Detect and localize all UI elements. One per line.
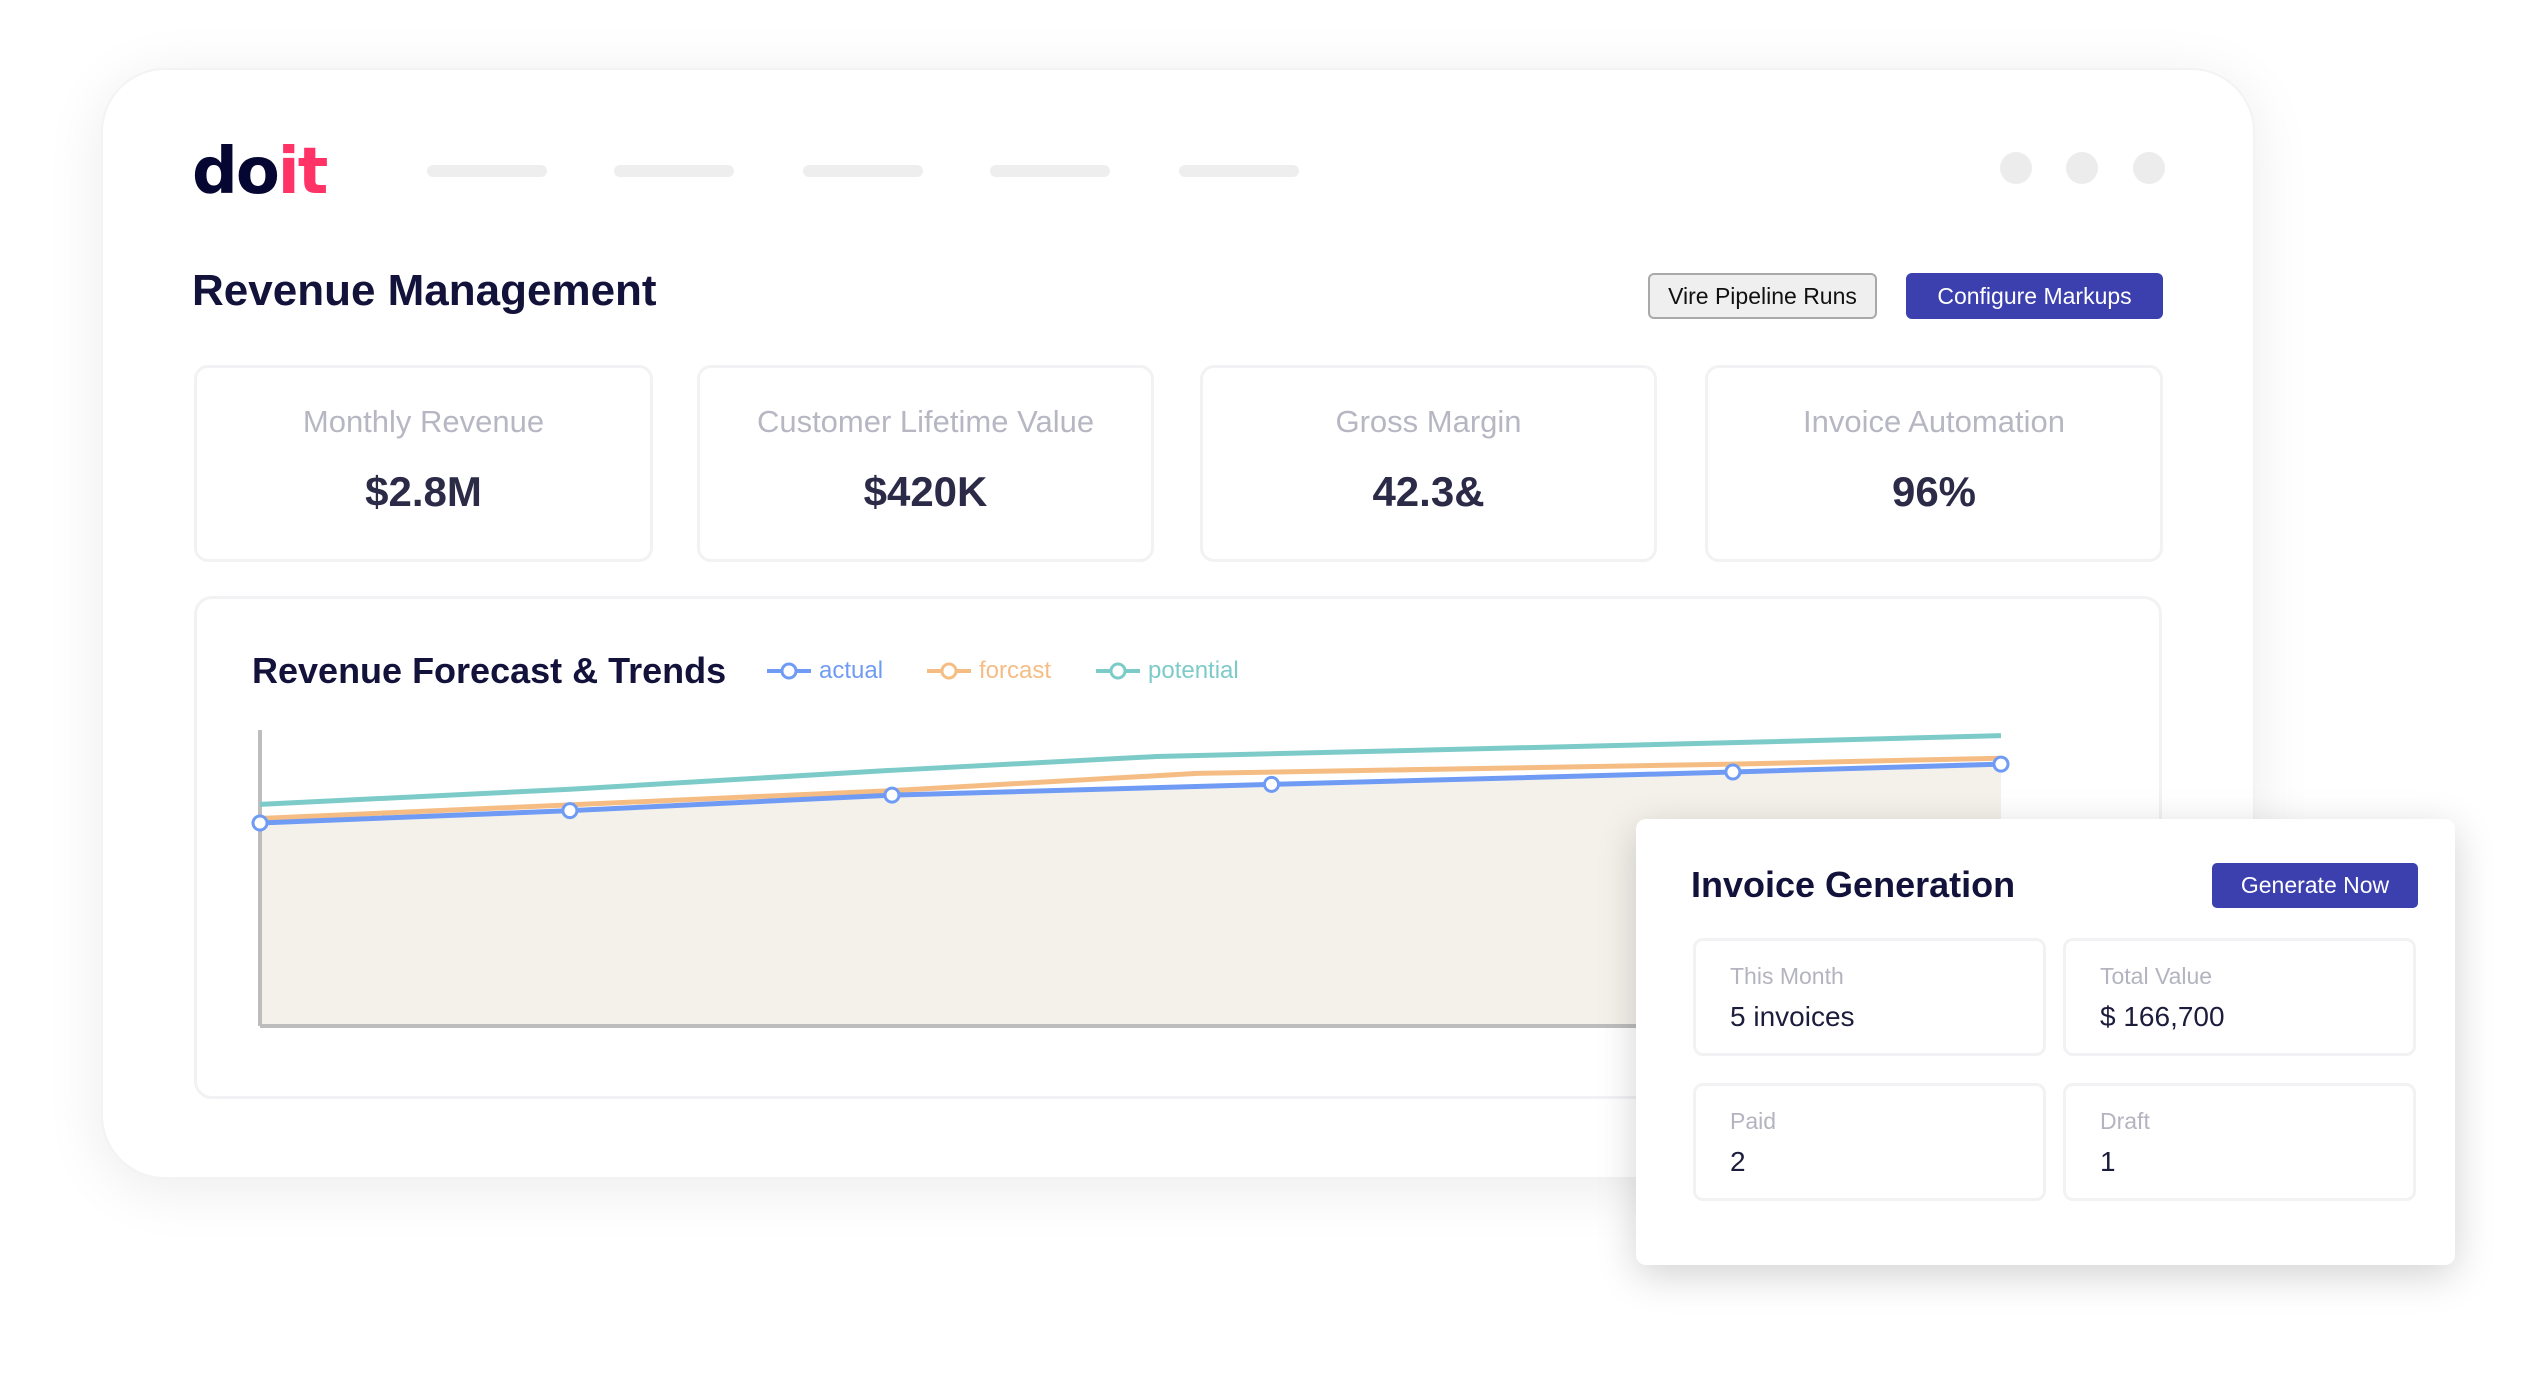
stat-value: 96% xyxy=(1891,468,1977,515)
generate-now-button[interactable]: Generate Now xyxy=(2212,863,2418,908)
data-point-actual xyxy=(1992,755,2010,773)
legend-marker-icon xyxy=(1096,662,1140,680)
window-dot-1[interactable] xyxy=(2000,152,2032,184)
card-label: This Month xyxy=(1730,963,1844,989)
invoice-generation-panel: Invoice Generation Generate Now This Mon… xyxy=(1636,819,2455,1265)
area-fill xyxy=(260,764,2001,1026)
data-point-actual xyxy=(1724,763,1742,781)
stat-card-monthly-revenue: Monthly Revenue $2.8M xyxy=(194,365,653,562)
legend-label: forcast xyxy=(979,657,1052,684)
legend-forcast[interactable]: forcast xyxy=(927,657,1051,685)
legend-marker-icon xyxy=(767,662,811,680)
nav-placeholder-5[interactable] xyxy=(1179,165,1299,177)
nav-placeholder-1[interactable] xyxy=(427,165,547,177)
stat-label: Gross Margin xyxy=(1335,404,1522,439)
page-title: Revenue Management xyxy=(192,266,657,315)
series-line-forcast xyxy=(259,755,2002,822)
configure-markups-button[interactable]: Configure Markups xyxy=(1906,273,2163,319)
window-dot-3[interactable] xyxy=(2133,152,2165,184)
legend-label: actual xyxy=(819,657,884,684)
card-value: 5 invoices xyxy=(1730,1001,1855,1032)
card-value: $ 166,700 xyxy=(2100,1001,2225,1032)
stat-value: 42.3& xyxy=(1372,468,1485,515)
card-label: Draft xyxy=(2100,1108,2150,1134)
view-pipeline-runs-button[interactable]: Vire Pipeline Runs xyxy=(1648,273,1877,319)
nav-placeholder-3[interactable] xyxy=(803,165,923,177)
invoice-card-paid: Paid 2 xyxy=(1693,1083,2046,1201)
invoice-card-total-value: Total Value $ 166,700 xyxy=(2063,938,2416,1056)
stat-label: Customer Lifetime Value xyxy=(756,404,1095,439)
data-point-actual xyxy=(883,786,901,804)
series-line-actual xyxy=(259,761,2002,826)
logo-text-accent: it xyxy=(277,135,329,209)
legend-marker-icon xyxy=(927,662,971,680)
legend-potential[interactable]: potential xyxy=(1096,657,1239,685)
invoice-card-draft: Draft 1 xyxy=(2063,1083,2416,1201)
card-value: 1 xyxy=(2100,1146,2116,1177)
stat-label: Invoice Automation xyxy=(1803,404,2065,439)
doit-logo[interactable]: doit xyxy=(192,140,328,204)
invoice-panel-title: Invoice Generation xyxy=(1691,864,2016,905)
window-dot-2[interactable] xyxy=(2066,152,2098,184)
card-label: Total Value xyxy=(2100,963,2213,989)
series-line-potential xyxy=(259,733,2002,807)
data-point-actual xyxy=(251,814,269,832)
stat-card-clv: Customer Lifetime Value $420K xyxy=(697,365,1154,562)
logo-text: do xyxy=(192,135,280,209)
card-value: 2 xyxy=(1730,1146,1746,1177)
stat-label: Monthly Revenue xyxy=(302,404,545,439)
chart-title: Revenue Forecast & Trends xyxy=(252,650,727,691)
invoice-card-this-month: This Month 5 invoices xyxy=(1693,938,2046,1056)
nav-placeholder-2[interactable] xyxy=(614,165,734,177)
stat-value: $2.8M xyxy=(365,468,482,515)
legend-label: potential xyxy=(1148,657,1239,684)
stat-card-gross-margin: Gross Margin 42.3& xyxy=(1200,365,1657,562)
data-point-actual xyxy=(1263,775,1281,793)
data-point-actual xyxy=(561,802,579,820)
nav-placeholder-4[interactable] xyxy=(990,165,1110,177)
stat-value: $420K xyxy=(863,468,988,515)
card-label: Paid xyxy=(1730,1108,1777,1134)
legend-actual[interactable]: actual xyxy=(767,657,883,685)
stat-card-invoice-automation: Invoice Automation 96% xyxy=(1705,365,2163,562)
